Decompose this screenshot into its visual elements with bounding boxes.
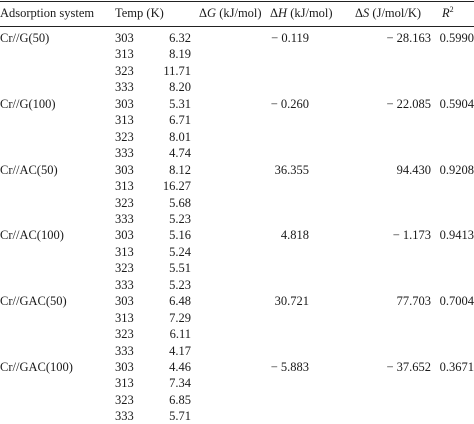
delta-h-cell: 36.355 (274, 163, 309, 177)
r-squared-cell: 0.3671 (439, 360, 474, 374)
delta-g-cell: 16.27 (162, 179, 191, 193)
delta-g-cell: 4.17 (169, 344, 191, 358)
delta-g-cell: 5.31 (169, 97, 191, 111)
temp-cell: 323 (115, 130, 134, 144)
temp-cell: 313 (115, 311, 134, 325)
temp-cell: 313 (115, 113, 134, 127)
delta-s-cell: 94.430 (396, 163, 431, 177)
delta-g-cell: 5.51 (169, 261, 191, 275)
delta-g-cell: 8.20 (169, 80, 191, 94)
r-squared-cell: 0.9413 (439, 228, 474, 242)
header-r-squared: R2 (442, 5, 454, 21)
temp-cell: 323 (115, 196, 134, 210)
delta-g-cell: 4.46 (169, 360, 191, 374)
temp-cell: 323 (115, 261, 134, 275)
temp-cell: 303 (115, 163, 134, 177)
temp-cell: 303 (115, 97, 134, 111)
temp-cell: 303 (115, 228, 134, 242)
adsorption-system-cell: Cr//AC(50) (0, 163, 58, 177)
header-delta-g: ΔG (kJ/mol) (199, 6, 262, 20)
adsorption-system-cell: Cr//GAC(50) (0, 294, 67, 308)
temp-cell: 313 (115, 179, 134, 193)
temp-cell: 333 (115, 80, 134, 94)
r-squared-cell: 0.5904 (439, 97, 474, 111)
temp-cell: 303 (115, 360, 134, 374)
delta-g-cell: 6.32 (169, 31, 191, 45)
r-squared-cell: 0.7004 (439, 294, 474, 308)
header-adsorption-system: Adsorption system (0, 6, 95, 20)
delta-g-cell: 4.74 (169, 146, 191, 160)
delta-g-cell: 5.68 (169, 196, 191, 210)
delta-g-cell: 5.16 (169, 228, 191, 242)
delta-h-cell: 30.721 (274, 294, 309, 308)
delta-g-cell: 8.12 (169, 163, 191, 177)
delta-h-cell: 4.818 (280, 228, 309, 242)
delta-s-cell: − 22.085 (386, 97, 431, 111)
delta-g-cell: 7.34 (169, 376, 191, 390)
delta-g-cell: 6.48 (169, 294, 191, 308)
delta-h-cell: − 5.883 (270, 360, 309, 374)
temp-cell: 333 (115, 146, 134, 160)
temp-cell: 323 (115, 327, 134, 341)
delta-g-cell: 8.01 (169, 130, 191, 144)
delta-s-cell: − 37.652 (386, 360, 431, 374)
header-rule (0, 26, 474, 27)
header-delta-s: ΔS (J/mol/K) (355, 6, 422, 20)
delta-g-cell: 8.19 (169, 47, 191, 61)
temp-cell: 333 (115, 212, 134, 226)
temp-cell: 313 (115, 47, 134, 61)
header-delta-h: ΔH (kJ/mol) (270, 6, 333, 20)
temp-cell: 313 (115, 376, 134, 390)
temp-cell: 323 (115, 64, 134, 78)
r-squared-cell: 0.9208 (439, 163, 474, 177)
delta-h-cell: − 0.119 (271, 31, 309, 45)
delta-g-cell: 5.24 (169, 245, 191, 259)
adsorption-system-cell: Cr//G(50) (0, 31, 50, 45)
delta-s-cell: − 1.173 (392, 228, 431, 242)
temp-cell: 333 (115, 278, 134, 292)
delta-g-cell: 6.85 (169, 393, 191, 407)
temp-cell: 333 (115, 409, 134, 423)
delta-g-cell: 5.23 (169, 212, 191, 226)
temp-cell: 323 (115, 393, 134, 407)
delta-g-cell: 11.71 (163, 64, 191, 78)
temp-cell: 303 (115, 31, 134, 45)
temp-cell: 313 (115, 245, 134, 259)
adsorption-system-cell: Cr//GAC(100) (0, 360, 73, 374)
adsorption-system-cell: Cr//G(100) (0, 97, 56, 111)
delta-h-cell: − 0.260 (270, 97, 309, 111)
delta-g-cell: 6.11 (169, 327, 191, 341)
r-squared-cell: 0.5990 (439, 31, 474, 45)
delta-s-cell: 77.703 (396, 294, 431, 308)
delta-g-cell: 5.71 (169, 409, 191, 423)
delta-s-cell: − 28.163 (386, 31, 431, 45)
temp-cell: 333 (115, 344, 134, 358)
adsorption-system-cell: Cr//AC(100) (0, 228, 64, 242)
header-temp: Temp (K) (115, 6, 164, 20)
delta-g-cell: 5.23 (169, 278, 191, 292)
delta-g-cell: 7.29 (169, 311, 191, 325)
delta-g-cell: 6.71 (169, 113, 191, 127)
table-top-rule (0, 1, 474, 2)
temp-cell: 303 (115, 294, 134, 308)
